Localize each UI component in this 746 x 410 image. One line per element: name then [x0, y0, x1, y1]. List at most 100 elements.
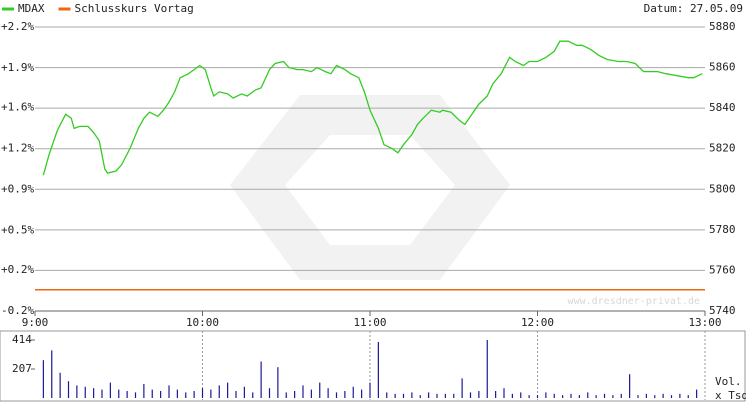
- volume-bar: [176, 389, 178, 398]
- y2-tick-label: +2.2%: [1, 20, 34, 33]
- volume-bar: [160, 390, 162, 398]
- y-axis-label: x Tsd: [715, 389, 746, 402]
- y-tick-label: 5780: [709, 223, 736, 236]
- volume-bar: [109, 382, 111, 398]
- volume-bar: [210, 389, 212, 398]
- volume-frame: [0, 330, 746, 402]
- volume-bar: [285, 392, 287, 398]
- watermark-logo: [230, 95, 510, 280]
- volume-bar: [645, 393, 647, 398]
- y-tick-label: 5740: [709, 304, 736, 317]
- date-label: Datum: 27.05.09: [644, 2, 743, 15]
- volume-bar: [252, 392, 254, 398]
- volume-bar: [185, 392, 187, 398]
- volume-bar: [143, 383, 145, 398]
- volume-bar: [578, 395, 580, 398]
- volume-bar: [151, 389, 153, 398]
- volume-bar: [101, 389, 103, 398]
- volume-bar: [134, 392, 137, 398]
- volume-bar: [243, 386, 245, 398]
- volume-bar: [67, 381, 70, 398]
- volume-bar: [654, 395, 656, 398]
- volume-bar: [461, 378, 463, 398]
- y-tick-label: 5800: [709, 182, 736, 195]
- volume-bar: [562, 395, 564, 398]
- volume-bar: [570, 393, 572, 398]
- y-tick-label: 5820: [709, 142, 736, 155]
- y-axis-label: Vol.: [715, 375, 742, 388]
- volume-bar: [352, 386, 354, 398]
- volume-bar: [294, 390, 296, 398]
- y2-tick-label: +1.6%: [1, 101, 34, 114]
- volume-bar: [687, 395, 689, 398]
- volume-bar: [344, 390, 346, 398]
- volume-bar: [453, 393, 455, 398]
- volume-bar: [361, 389, 363, 398]
- y2-tick-label: -0.2%: [1, 304, 34, 317]
- volume-bar: [520, 392, 522, 398]
- legend-label: MDAX: [18, 2, 45, 15]
- volume-bar: [503, 388, 505, 398]
- volume-bar: [201, 388, 204, 398]
- volume-bar: [528, 395, 530, 398]
- volume-bar: [126, 390, 128, 398]
- x-tick-label: 9:00: [22, 316, 49, 329]
- volume-bar: [260, 361, 262, 398]
- volume-bar: [620, 393, 622, 398]
- volume-bar: [545, 392, 547, 398]
- volume-bar: [386, 392, 388, 398]
- volume-bar: [319, 382, 321, 398]
- y-tick-label: 5860: [709, 61, 736, 74]
- x-tick-label: 12:00: [521, 316, 554, 329]
- watermark: www.dresdner-privat.de: [568, 296, 700, 307]
- volume-bar: [93, 388, 95, 398]
- series-line: [42, 40, 703, 176]
- volume-bar: [486, 340, 488, 398]
- volume-bar: [84, 386, 86, 398]
- volume-bar: [428, 392, 430, 398]
- volume-bar: [59, 372, 61, 398]
- y-tick-label: 207: [12, 362, 32, 375]
- volume-bar: [218, 385, 220, 398]
- y2-tick-label: +1.2%: [1, 142, 34, 155]
- volume-bar: [629, 374, 631, 398]
- volume-bar: [495, 390, 497, 398]
- volume-bar: [411, 392, 413, 398]
- volume-bar: [595, 395, 597, 398]
- volume-bar: [670, 395, 673, 398]
- volume-bar: [118, 389, 120, 398]
- volume-bar: [444, 393, 446, 398]
- x-tick-label: 10:00: [186, 316, 219, 329]
- volume-bar: [478, 390, 480, 398]
- volume-bar: [553, 393, 555, 398]
- volume-bar: [277, 367, 279, 398]
- volume-bar: [302, 385, 304, 398]
- y-tick-label: 5760: [709, 263, 736, 276]
- x-tick-label: 13:00: [688, 316, 721, 329]
- volume-bar: [696, 389, 698, 398]
- volume-bar: [268, 388, 271, 398]
- volume-bar: [235, 390, 237, 398]
- volume-bar: [377, 341, 379, 398]
- volume-bar: [662, 393, 664, 398]
- volume-bar: [603, 393, 606, 398]
- y2-tick-label: +0.9%: [1, 182, 34, 195]
- y-tick-label: 5840: [709, 101, 736, 114]
- y2-tick-label: +0.5%: [1, 223, 34, 236]
- volume-bar: [168, 385, 170, 398]
- y2-tick-label: +0.2%: [1, 263, 34, 276]
- legend-label: Schlusskurs Vortag: [75, 2, 194, 15]
- volume-bar: [402, 393, 405, 398]
- volume-bar: [587, 392, 589, 398]
- volume-bar: [369, 382, 371, 398]
- volume-bar: [637, 395, 639, 398]
- volume-bar: [612, 395, 614, 398]
- x-tick-label: 11:00: [353, 316, 386, 329]
- volume-bar: [310, 389, 312, 398]
- volume-bar: [227, 382, 229, 398]
- volume-bar: [51, 350, 53, 398]
- volume-bar: [536, 395, 539, 398]
- volume-bar: [419, 395, 421, 398]
- volume-bar: [679, 393, 681, 398]
